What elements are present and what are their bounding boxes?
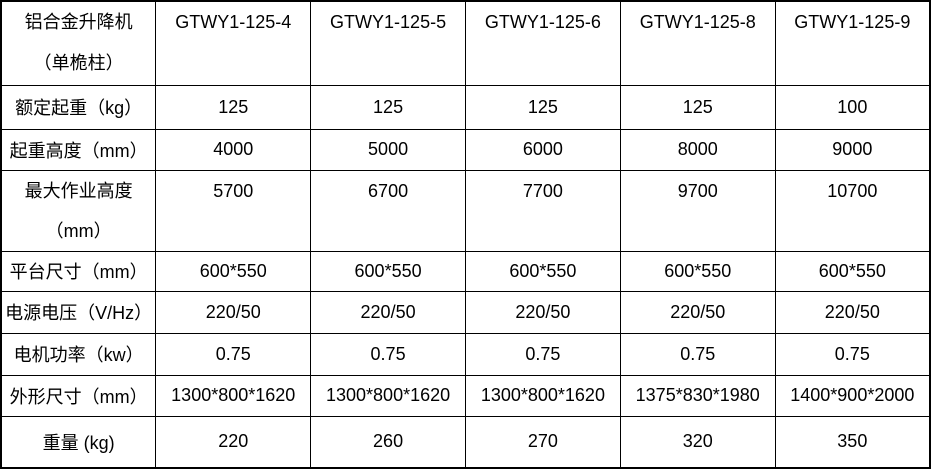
spec-value-cell: 9000 bbox=[774, 128, 931, 171]
row-label-power-voltage: 电源电压（V/Hz） bbox=[0, 290, 157, 334]
row-label-overall-size: 外形尺寸（mm） bbox=[0, 374, 157, 417]
table-row: 起重高度（mm） 4000 5000 6000 8000 9000 bbox=[0, 128, 931, 171]
spec-value-cell: 270 bbox=[464, 415, 621, 469]
spec-value-cell: 125 bbox=[464, 84, 621, 130]
spec-value-cell: 7700 bbox=[464, 169, 621, 252]
spec-value-cell: 260 bbox=[310, 415, 466, 469]
table-row: 电机功率（kw） 0.75 0.75 0.75 0.75 0.75 bbox=[0, 332, 931, 376]
spec-value-cell: 600*550 bbox=[464, 250, 621, 292]
model-header: GTWY1-125-5 bbox=[310, 0, 466, 86]
spec-value-cell: 10700 bbox=[774, 169, 931, 252]
table-row: 铝合金升降机 （单桅柱） GTWY1-125-4 GTWY1-125-5 GTW… bbox=[0, 0, 931, 86]
table-row: 额定起重（kg） 125 125 125 125 100 bbox=[0, 84, 931, 130]
table-row: 外形尺寸（mm） 1300*800*1620 1300*800*1620 130… bbox=[0, 374, 931, 417]
spec-value-cell: 600*550 bbox=[619, 250, 776, 292]
row-label-rated-load: 额定起重（kg） bbox=[0, 84, 157, 130]
model-name: GTWY1-125-9 bbox=[794, 12, 911, 32]
spec-value-cell: 600*550 bbox=[310, 250, 466, 292]
spec-value-cell: 6700 bbox=[310, 169, 466, 252]
spec-value: 7700 bbox=[522, 180, 563, 201]
spec-value-cell: 0.75 bbox=[619, 332, 776, 376]
model-name: GTWY1-125-4 bbox=[175, 12, 292, 32]
table-row: 电源电压（V/Hz） 220/50 220/50 220/50 220/50 2… bbox=[0, 290, 931, 334]
spec-value-cell: 1300*800*1620 bbox=[464, 374, 621, 417]
spec-value-cell: 125 bbox=[310, 84, 466, 130]
model-header: GTWY1-125-4 bbox=[155, 0, 312, 86]
spec-value-cell: 0.75 bbox=[774, 332, 931, 376]
row-label-max-working-height: 最大作业高度 （mm） bbox=[0, 169, 157, 252]
row-label-lifting-height: 起重高度（mm） bbox=[0, 128, 157, 171]
spec-value-cell: 5000 bbox=[310, 128, 466, 171]
spec-value-cell: 1375*830*1980 bbox=[619, 374, 776, 417]
spec-value-cell: 0.75 bbox=[464, 332, 621, 376]
spec-value: 6700 bbox=[368, 180, 409, 201]
row-label-weight: 重量 (kg) bbox=[0, 415, 157, 469]
spec-value-cell: 220/50 bbox=[464, 290, 621, 334]
product-name-cell: 铝合金升降机 （单桅柱） bbox=[0, 0, 157, 86]
spec-value-cell: 220/50 bbox=[619, 290, 776, 334]
spec-value: 9700 bbox=[677, 180, 718, 201]
spec-value-cell: 5700 bbox=[155, 169, 312, 252]
model-header: GTWY1-125-9 bbox=[774, 0, 931, 86]
spec-value-cell: 220/50 bbox=[310, 290, 466, 334]
spec-value-cell: 1300*800*1620 bbox=[155, 374, 312, 417]
model-name: GTWY1-125-8 bbox=[639, 12, 756, 32]
model-header: GTWY1-125-6 bbox=[464, 0, 621, 86]
spec-value-cell: 0.75 bbox=[155, 332, 312, 376]
spec-value-cell: 350 bbox=[774, 415, 931, 469]
spec-value-cell: 1400*900*2000 bbox=[774, 374, 931, 417]
row-label-platform-size: 平台尺寸（mm） bbox=[0, 250, 157, 292]
spec-value: 10700 bbox=[827, 180, 878, 201]
spec-value-cell: 6000 bbox=[464, 128, 621, 171]
spec-value-cell: 4000 bbox=[155, 128, 312, 171]
model-header: GTWY1-125-8 bbox=[619, 0, 776, 86]
spec-value-cell: 0.75 bbox=[310, 332, 466, 376]
spec-value: 5700 bbox=[213, 180, 254, 201]
table-row: 平台尺寸（mm） 600*550 600*550 600*550 600*550… bbox=[0, 250, 931, 292]
spec-value-cell: 220 bbox=[155, 415, 312, 469]
row-label-line1: 最大作业高度 bbox=[24, 180, 133, 201]
row-label-line2: （mm） bbox=[45, 220, 112, 241]
product-name-line1: 铝合金升降机 bbox=[24, 12, 133, 32]
product-name-line2: （单桅柱） bbox=[33, 53, 124, 73]
spec-value-cell: 600*550 bbox=[155, 250, 312, 292]
spec-value-cell: 125 bbox=[155, 84, 312, 130]
spec-value-cell: 1300*800*1620 bbox=[310, 374, 466, 417]
spec-value-cell: 220/50 bbox=[155, 290, 312, 334]
spec-value-cell: 9700 bbox=[619, 169, 776, 252]
spec-value-cell: 8000 bbox=[619, 128, 776, 171]
spec-value-cell: 125 bbox=[619, 84, 776, 130]
table-row: 最大作业高度 （mm） 5700 6700 7700 9700 10700 bbox=[0, 169, 931, 252]
table-row: 重量 (kg) 220 260 270 320 350 bbox=[0, 415, 931, 469]
spec-value-cell: 220/50 bbox=[774, 290, 931, 334]
row-label-motor-power: 电机功率（kw） bbox=[0, 332, 157, 376]
model-name: GTWY1-125-6 bbox=[484, 12, 601, 32]
spec-value-cell: 320 bbox=[619, 415, 776, 469]
model-name: GTWY1-125-5 bbox=[330, 12, 447, 32]
spec-value-cell: 600*550 bbox=[774, 250, 931, 292]
spec-value-cell: 100 bbox=[774, 84, 931, 130]
